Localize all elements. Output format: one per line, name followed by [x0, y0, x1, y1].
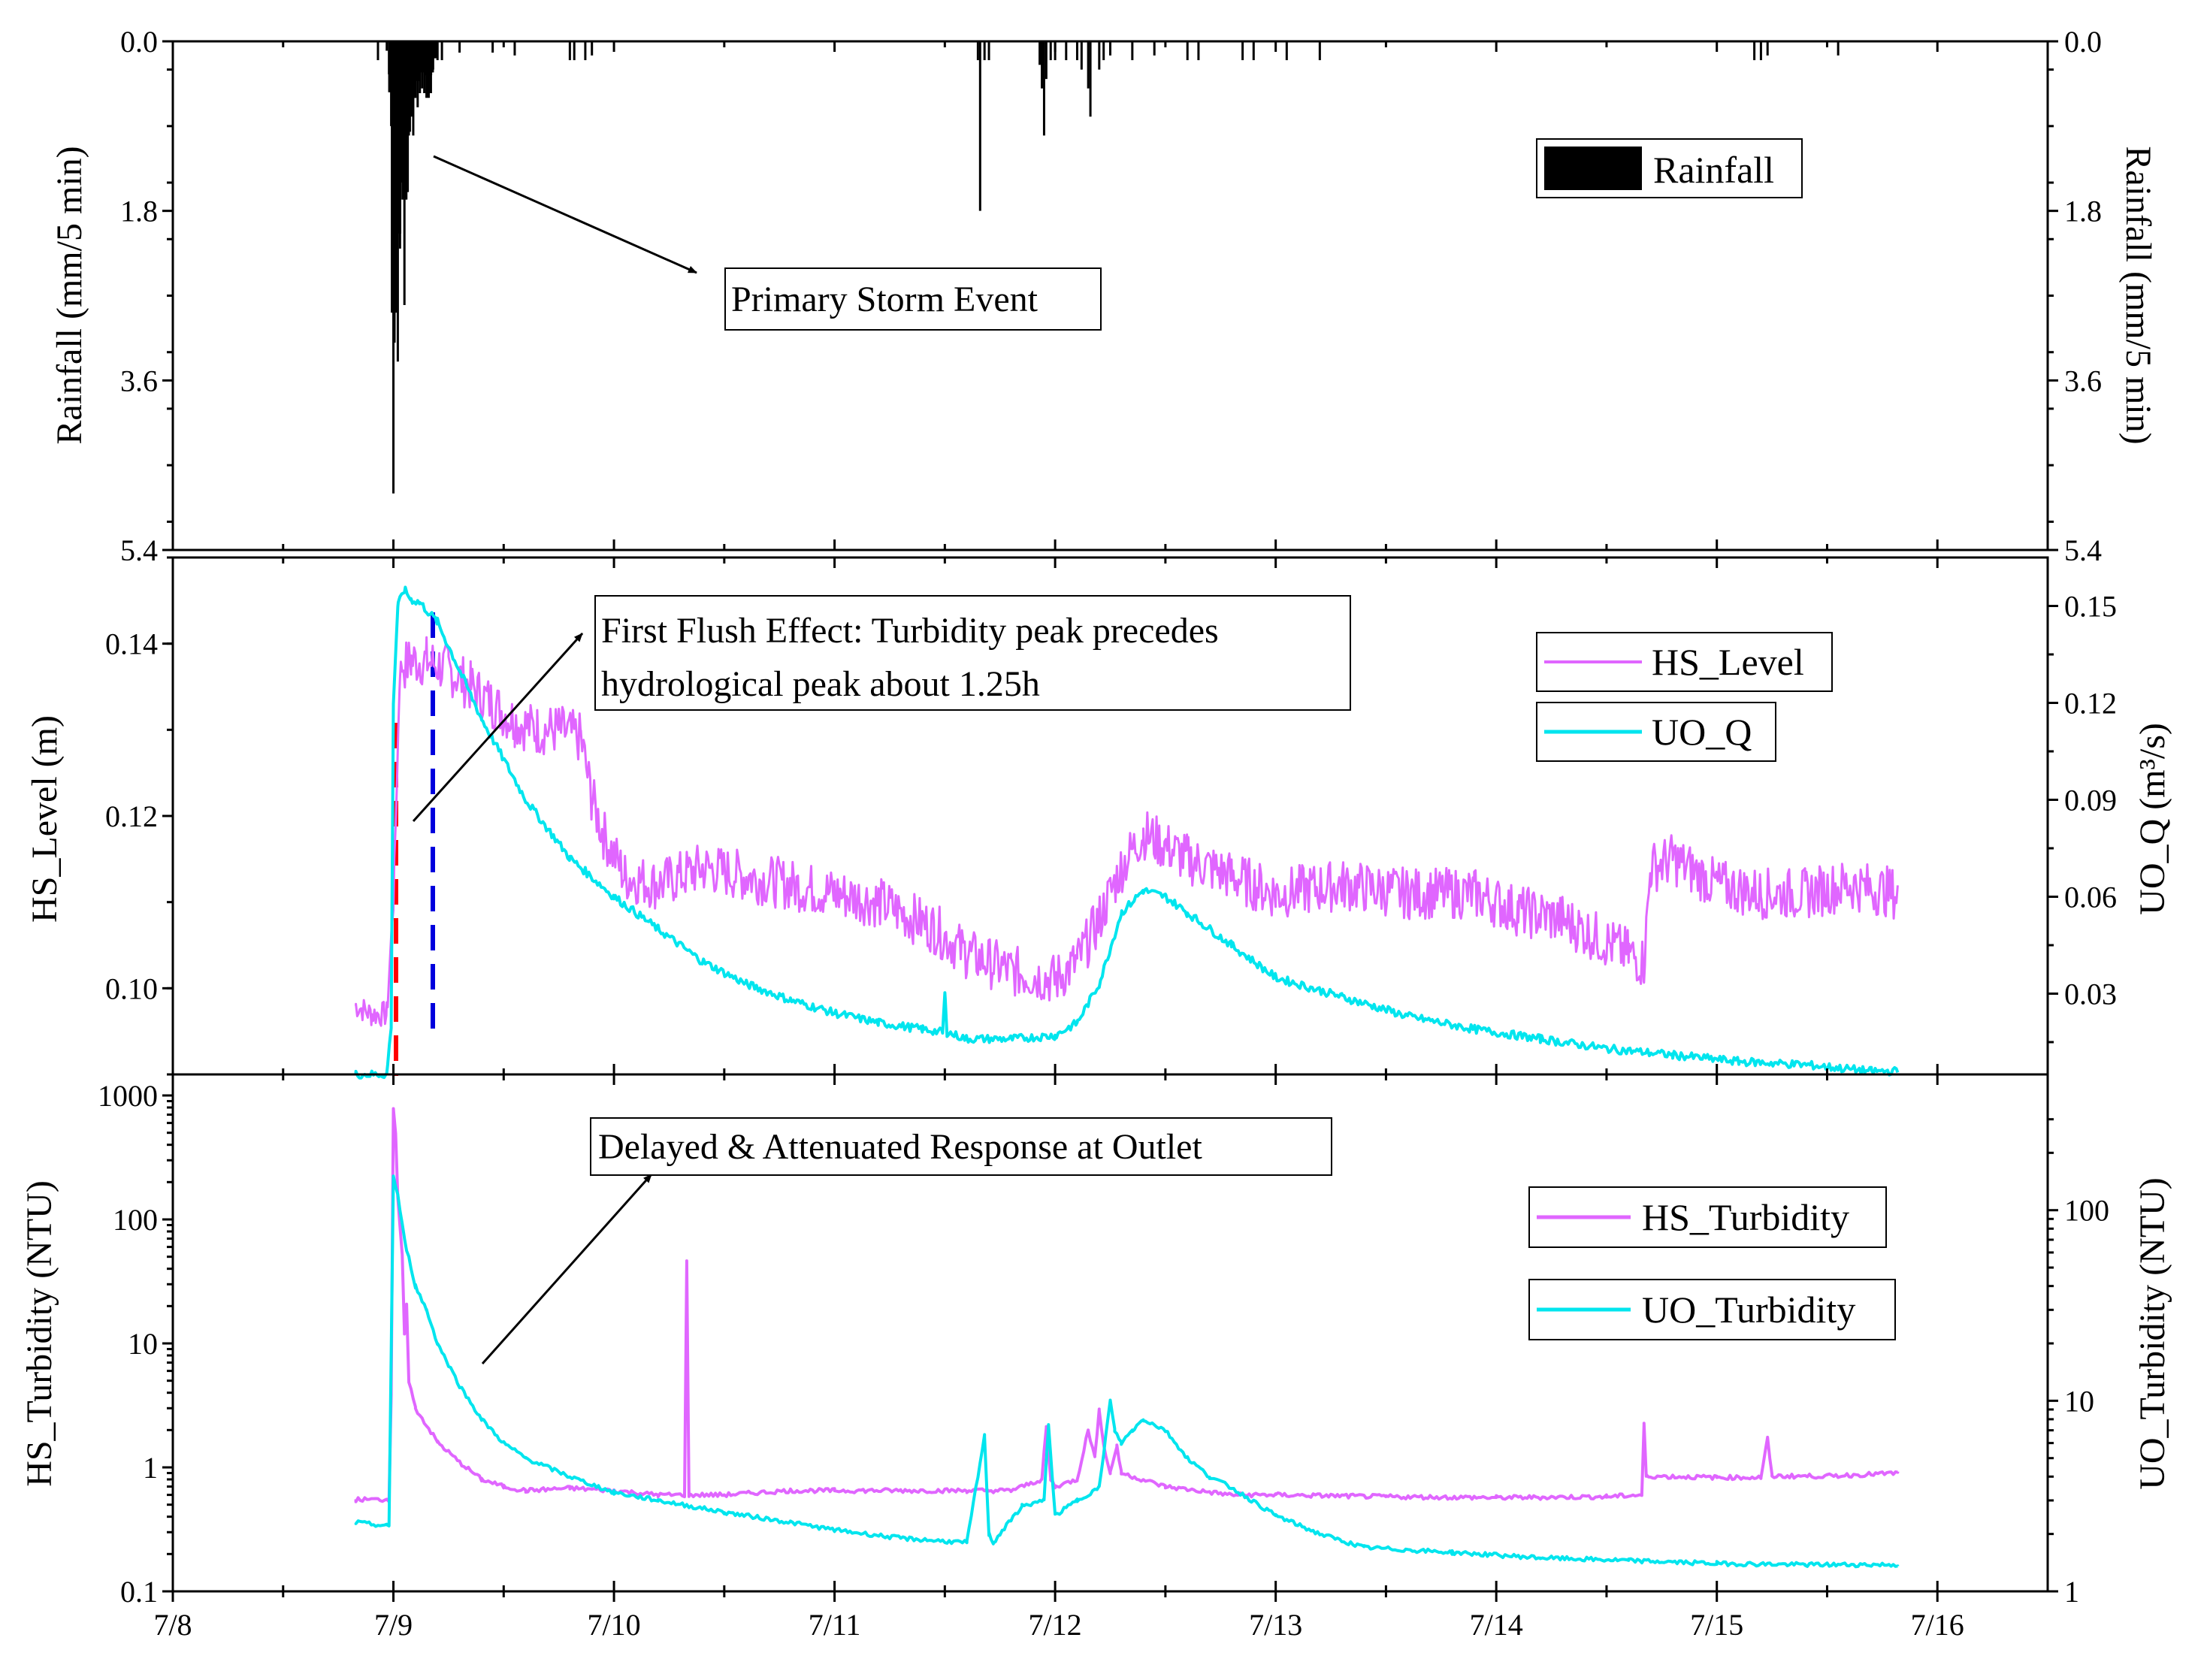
flow-ylabel-right: UO_Q (m³/s)	[2133, 723, 2172, 915]
flow-tick-label-right: 0.06	[2064, 881, 2117, 914]
level-flow-ticks: 0.10 0.12 0.14 0.03 0.06 0.09 0.12 0.15	[105, 556, 2117, 1076]
uo-turbidity-legend-label: UO_Turbidity	[1642, 1289, 1855, 1331]
delayed-response-box	[590, 1117, 1332, 1176]
hs-level-line	[355, 636, 1899, 1027]
x-tick-label: 7/14	[1470, 1608, 1523, 1642]
rainfall-tick-label-right: 0.0	[2064, 25, 2102, 59]
rainfall-ticks: 0.0 0.0 1.8 1.8 3.6 3.6 5.4 5.4	[120, 25, 2102, 567]
level-tick-label-left: 0.14	[105, 627, 158, 661]
x-tick-label: 7/8	[153, 1608, 192, 1642]
primary-storm-annotation: Primary Storm Event	[433, 155, 1102, 331]
hs-turbidity-tick-label-left: 1000	[98, 1079, 158, 1113]
rainfall-tick-label-left: 1.8	[120, 195, 158, 228]
turbidity-plot-frame	[171, 1073, 2049, 1593]
rainfall-ylabel-right: Rainfall (mm/5 min)	[2118, 146, 2158, 444]
delayed-response-text: Delayed & Attenuated Response at Outlet	[598, 1127, 1202, 1167]
turbidity-legend: HS_Turbidity UO_Turbidity	[1528, 1186, 1896, 1340]
hs-turbidity-tick-label-left: 0.1	[120, 1575, 158, 1609]
uo-q-line	[354, 585, 1900, 1080]
x-tick-label: 7/11	[809, 1608, 861, 1642]
hs-turbidity-line	[354, 1107, 1900, 1503]
rainfall-tick-label-left: 5.4	[120, 533, 158, 567]
primary-storm-text: Primary Storm Event	[731, 279, 1038, 319]
uo-turbidity-line	[354, 1174, 1900, 1569]
hs-turbidity-tick-label-left: 1	[143, 1451, 158, 1485]
level-tick-label-left: 0.10	[105, 971, 158, 1005]
uo-turbidity-tick-label-right: 10	[2064, 1384, 2094, 1418]
rainfall-storm-core	[388, 41, 439, 313]
rainfall-tick-label-right: 1.8	[2064, 195, 2102, 228]
delayed-response-arrow	[481, 1174, 653, 1364]
flow-tick-label-right: 0.09	[2064, 784, 2117, 817]
primary-storm-box	[724, 267, 1102, 331]
first-flush-arrow	[412, 632, 584, 823]
level-tick-label-left: 0.12	[105, 799, 158, 833]
uo-turbidity-ylabel-right: UO_Turbidity (NTU)	[2133, 1177, 2172, 1490]
first-flush-text: First Flush Effect: Turbidity peak prece…	[601, 611, 1228, 704]
uo-turbidity-tick-label-right: 1	[2064, 1575, 2079, 1609]
x-tick-label: 7/13	[1249, 1608, 1302, 1642]
hs-level-legend-label: HS_Level	[1652, 641, 1804, 683]
x-tick-label: 7/16	[1911, 1608, 1964, 1642]
flow-tick-label-right: 0.12	[2064, 687, 2117, 721]
x-tick-label: 7/9	[374, 1608, 413, 1642]
first-flush-line-2: hydrological peak about 1.25h	[601, 664, 1040, 704]
hs-turbidity-legend-label: HS_Turbidity	[1642, 1196, 1849, 1238]
x-tick-label: 7/15	[1690, 1608, 1743, 1642]
level-flow-legend: HS_Level UO_Q	[1536, 632, 1833, 762]
delayed-response-annotation: Delayed & Attenuated Response at Outlet	[481, 1117, 1332, 1364]
rainfall-legend: Rainfall	[1536, 138, 1803, 198]
x-tick-label: 7/12	[1029, 1608, 1082, 1642]
flow-tick-label-right: 0.15	[2064, 590, 2117, 624]
first-flush-box	[594, 595, 1351, 711]
level-ylabel-left: HS_Level (m)	[25, 715, 65, 923]
first-flush-line-1: First Flush Effect: Turbidity peak prece…	[601, 611, 1219, 651]
hs-turbidity-ylabel-left: HS_Turbidity (NTU)	[20, 1180, 59, 1487]
hs-turbidity-tick-label-left: 10	[128, 1327, 158, 1361]
rainfall-legend-swatch	[1544, 147, 1642, 190]
uo-q-legend-label: UO_Q	[1652, 711, 1752, 753]
uo-turbidity-legend-box	[1528, 1279, 1896, 1340]
hs-turbidity-tick-label-left: 100	[113, 1203, 158, 1237]
rainfall-tick-label-left: 0.0	[120, 25, 158, 59]
turbidity-ticks: 0.1 1 10 100 1000 1 10 100	[98, 1079, 2109, 1609]
rainfall-tick-label-left: 3.6	[120, 364, 158, 397]
rainfall-legend-label: Rainfall	[1653, 149, 1774, 191]
rainfall-panel: 0.0 0.0 1.8 1.8 3.6 3.6 5.4 5.4 Rainfall (mm/5 …	[50, 25, 2158, 567]
rainfall-ylabel-left: Rainfall (mm/5 min)	[50, 146, 89, 444]
x-axis-ticks: 7/8 7/9 7/10 7/11 7/12 7/13 7/14 7/15 7/16	[153, 41, 1964, 1642]
primary-storm-arrow	[433, 155, 697, 274]
first-flush-annotation: First Flush Effect: Turbidity peak prece…	[412, 595, 1351, 823]
uo-turbidity-tick-label-right: 100	[2064, 1194, 2109, 1228]
rainfall-tick-label-right: 3.6	[2064, 364, 2102, 397]
rainfall-tick-label-right: 5.4	[2064, 533, 2102, 567]
flow-tick-label-right: 0.03	[2064, 977, 2117, 1011]
rainfall-plot-frame	[171, 40, 2049, 551]
level-flow-panel: 0.10 0.12 0.14 0.03 0.06 0.09 0.12 0.15 HS_Leve…	[25, 556, 2172, 1080]
x-tick-label: 7/10	[587, 1608, 640, 1642]
rainfall-bars	[376, 41, 1840, 494]
